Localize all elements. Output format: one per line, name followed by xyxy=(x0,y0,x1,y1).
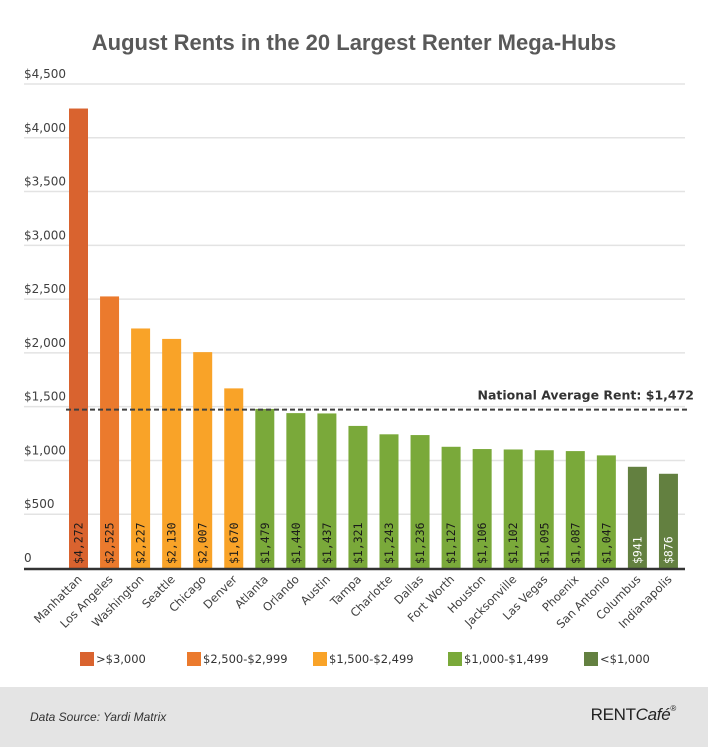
bar xyxy=(255,408,275,568)
y-axis-ticks: 0 $500 $1,000 $1,500 $2,000 $2,500 $3,000 $3,50… xyxy=(24,67,66,565)
bar xyxy=(193,352,213,568)
data-label: $4,272 xyxy=(72,522,86,564)
bar xyxy=(658,473,678,568)
data-label: $1,440 xyxy=(289,522,303,564)
bar xyxy=(317,413,337,568)
legend-swatch xyxy=(448,652,462,666)
data-label: $1,236 xyxy=(413,522,427,564)
data-label: $1,047 xyxy=(599,522,613,564)
y-tick-label: 0 xyxy=(24,551,32,565)
bar xyxy=(69,108,88,568)
legend-label: $1,500-$2,499 xyxy=(329,652,414,666)
footer: Data Source: Yardi Matrix RENTCafé® xyxy=(0,687,708,747)
x-tick-label: Denver xyxy=(200,572,240,612)
data-labels: $4,272 $2,525 $2,227 $2,130 $2,007 $1,670 $1,4… xyxy=(72,522,676,564)
y-tick-label: $3,000 xyxy=(24,228,66,242)
y-tick-label: $3,500 xyxy=(24,175,66,189)
bar xyxy=(379,434,399,568)
legend-swatch xyxy=(187,652,201,666)
legend-label: $2,500-$2,999 xyxy=(203,652,288,666)
bars xyxy=(69,108,678,568)
data-label: $1,102 xyxy=(506,522,520,564)
data-label: $1,095 xyxy=(537,522,551,564)
rentcafe-logo: RENTCafé® xyxy=(590,704,677,725)
data-label: $1,243 xyxy=(382,522,396,564)
data-label: $2,525 xyxy=(103,522,117,564)
y-tick-label: $2,500 xyxy=(24,282,66,296)
data-label: $1,437 xyxy=(320,522,334,564)
data-label: $2,227 xyxy=(134,522,148,564)
data-label: $1,127 xyxy=(444,522,458,564)
bar xyxy=(472,449,492,568)
data-label: $1,670 xyxy=(227,522,241,564)
data-label: $1,106 xyxy=(475,522,489,564)
legend: >$3,000 $2,500-$2,999 $1,500-$2,499 $1,000-… xyxy=(80,652,650,666)
bar xyxy=(410,435,430,568)
bar xyxy=(100,296,120,568)
data-label: $876 xyxy=(661,536,675,564)
data-label: $1,087 xyxy=(568,522,582,564)
bar xyxy=(565,451,585,568)
logo-italic-text: Café xyxy=(635,705,671,724)
bar xyxy=(596,455,616,568)
data-label: $2,007 xyxy=(196,522,210,564)
bar xyxy=(534,450,554,568)
national-average-label: National Average Rent: $1,472 xyxy=(477,388,694,403)
data-source: Data Source: Yardi Matrix xyxy=(30,710,167,724)
legend-swatch xyxy=(80,652,94,666)
legend-label: >$3,000 xyxy=(96,652,146,666)
bar xyxy=(627,466,647,568)
legend-label: <$1,000 xyxy=(600,652,650,666)
bar xyxy=(348,425,368,568)
chart-title: August Rents in the 20 Largest Renter Me… xyxy=(92,30,616,55)
data-label: $1,479 xyxy=(258,522,272,564)
y-tick-label: $500 xyxy=(24,497,55,511)
y-tick-label: $1,500 xyxy=(24,390,66,404)
y-tick-label: $2,000 xyxy=(24,336,66,350)
y-tick-label: $1,000 xyxy=(24,443,66,457)
y-tick-label: $4,500 xyxy=(24,67,66,81)
logo-main-text: RENT xyxy=(590,705,636,724)
legend-swatch xyxy=(313,652,327,666)
data-label: $941 xyxy=(630,536,644,564)
bar xyxy=(131,328,151,568)
bar xyxy=(503,449,523,568)
registered-mark: ® xyxy=(670,704,676,713)
bar xyxy=(224,388,244,568)
legend-label: $1,000-$1,499 xyxy=(464,652,549,666)
bar xyxy=(286,413,306,568)
y-tick-label: $4,000 xyxy=(24,121,66,135)
legend-swatch xyxy=(584,652,598,666)
data-label: $2,130 xyxy=(165,522,179,564)
data-label: $1,321 xyxy=(351,522,365,564)
bar xyxy=(441,446,461,568)
bar xyxy=(162,338,182,568)
x-tick-label: Austin xyxy=(298,572,333,607)
bar-chart: August Rents in the 20 Largest Renter Me… xyxy=(24,30,694,666)
